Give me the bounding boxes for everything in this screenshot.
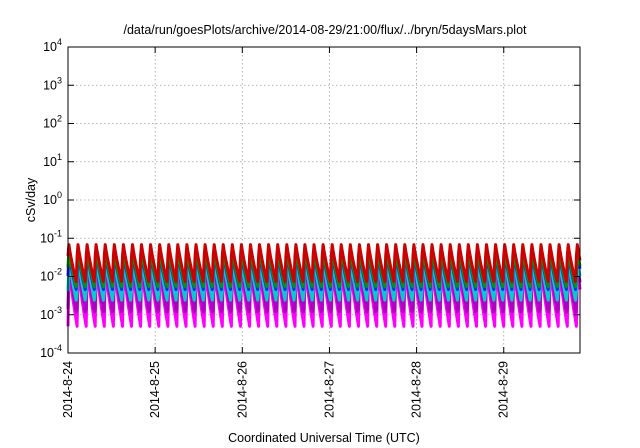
series-group [66,243,582,328]
y-tick-label: 10-1 [40,228,62,245]
series-line [66,243,582,283]
y-tick-label: 104 [43,37,62,54]
y-tick-label: 101 [43,152,62,169]
y-axis: 10-4 10-3 10-2 10-1 100 101 102 103 104 [40,37,580,360]
y-tick-label: 10-2 [40,267,62,284]
x-tick-label: 2014-8-28 [410,361,424,418]
x-tick-label: 2014-8-24 [61,361,75,418]
y-tick-label: 102 [43,114,62,131]
x-axis-label: Coordinated Universal Time (UTC) [228,431,420,445]
y-tick-label: 100 [43,190,62,207]
y-tick-label: 103 [43,75,62,92]
x-tick-label: 2014-8-26 [235,361,249,418]
x-tick-label: 2014-8-27 [322,361,336,418]
x-axis: 2014-8-24 2014-8-25 2014-8-26 2014-8-27 2014… [61,47,511,418]
y-axis-label: cSv/day [24,177,38,222]
chart-title: /data/run/goesPlots/archive/2014-08-29/2… [123,23,527,37]
x-tick-label: 2014-8-29 [497,361,511,418]
y-tick-label: 10-3 [40,305,62,322]
x-tick-label: 2014-8-25 [148,361,162,418]
y-tick-label: 10-4 [40,343,62,360]
